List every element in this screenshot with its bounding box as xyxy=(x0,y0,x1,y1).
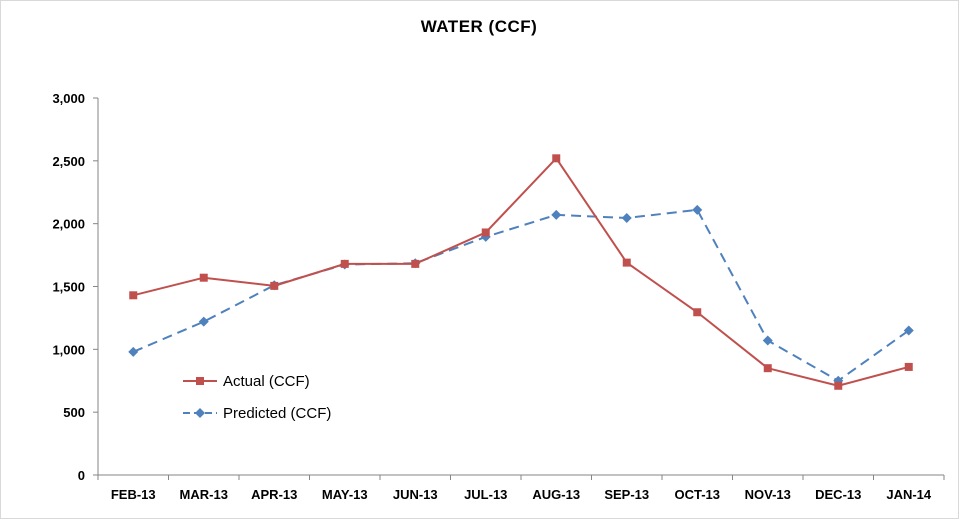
series-line-predicted xyxy=(132,208,910,382)
data-point-predicted xyxy=(762,335,773,346)
x-tick-label: JUN-13 xyxy=(393,487,438,502)
data-point-actual xyxy=(904,362,913,371)
x-tick-label: NOV-13 xyxy=(745,487,791,502)
axes: 0 500 1,000 1,500 2,000 2,500 3,000 FEB-13 MAR-1… xyxy=(52,91,945,502)
data-point-actual xyxy=(199,273,208,282)
legend-label: Predicted (CCF) xyxy=(223,405,331,422)
legend: Actual (CCF) Predicted (CCF) xyxy=(183,373,331,422)
series-line-actual xyxy=(133,157,910,387)
series-layer xyxy=(128,154,914,390)
x-tick-label: OCT-13 xyxy=(674,487,720,502)
legend-label: Actual (CCF) xyxy=(223,373,310,390)
data-point-actual xyxy=(834,381,843,390)
x-tick-label: MAR-13 xyxy=(180,487,228,502)
data-point-actual xyxy=(552,154,561,163)
x-tick-label: SEP-13 xyxy=(604,487,649,502)
data-point-actual xyxy=(411,259,420,268)
data-point-predicted xyxy=(621,213,632,224)
y-tick-label: 1,500 xyxy=(52,280,85,295)
data-point-actual xyxy=(129,291,138,300)
y-tick-label: 1,000 xyxy=(52,342,85,357)
data-point-actual xyxy=(270,281,279,290)
y-tick-label: 500 xyxy=(63,405,85,420)
data-point-actual xyxy=(481,228,490,237)
x-tick-label: MAY-13 xyxy=(322,487,368,502)
data-point-predicted xyxy=(551,209,562,220)
x-tick-label: JUL-13 xyxy=(464,487,507,502)
y-tick-label: 3,000 xyxy=(52,91,85,106)
x-tick-label: FEB-13 xyxy=(111,487,156,502)
legend-marker xyxy=(195,408,205,418)
x-tick-label: JAN-14 xyxy=(886,487,932,502)
data-point-actual xyxy=(763,364,772,373)
x-tick-label: DEC-13 xyxy=(815,487,861,502)
y-tick-label: 2,500 xyxy=(52,154,85,169)
x-tick-label: AUG-13 xyxy=(532,487,580,502)
data-point-predicted xyxy=(692,204,703,215)
y-tick-label: 0 xyxy=(78,468,85,483)
data-point-predicted xyxy=(128,346,139,357)
data-point-actual xyxy=(693,308,702,317)
data-point-actual xyxy=(340,259,349,268)
chart-title: WATER (CCF) xyxy=(421,17,538,36)
legend-marker xyxy=(196,377,204,385)
data-point-actual xyxy=(622,258,631,267)
data-point-predicted xyxy=(903,325,914,336)
x-tick-label: APR-13 xyxy=(251,487,297,502)
data-point-predicted xyxy=(198,316,209,327)
y-tick-label: 2,000 xyxy=(52,217,85,232)
